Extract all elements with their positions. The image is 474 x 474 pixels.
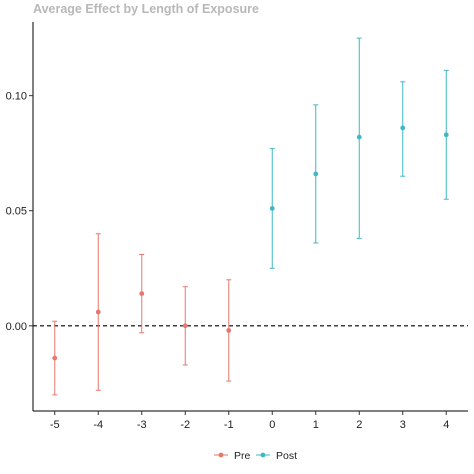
legend-pre-label: Pre: [234, 450, 251, 462]
x-tick-label: 1: [313, 419, 319, 431]
x-tick-label: 2: [356, 419, 362, 431]
x-tick-label: -2: [180, 419, 190, 431]
pre-point: [139, 291, 145, 297]
legend-pre-marker: [218, 452, 224, 458]
post-point: [356, 134, 362, 140]
pre-point: [182, 323, 188, 329]
post-point: [443, 132, 449, 138]
pre-point: [52, 355, 58, 361]
post-point: [313, 171, 319, 177]
post-point: [269, 206, 275, 211]
y-tick-label: 0.05: [6, 206, 27, 218]
chart-title: Average Effect by Length of Exposure: [33, 2, 259, 16]
y-tick-label: 0.00: [6, 321, 27, 333]
y-tick-label: 0.10: [6, 91, 27, 103]
x-tick-label: 0: [269, 419, 275, 431]
pre-point: [95, 309, 101, 315]
x-tick-label: -1: [224, 419, 234, 431]
legend-post-label: Post: [276, 450, 297, 462]
legend-post-marker: [260, 452, 266, 458]
x-tick-label: 4: [443, 419, 449, 431]
x-tick-label: -4: [93, 419, 103, 431]
x-tick-label: 3: [400, 419, 406, 431]
x-tick-label: -3: [137, 419, 147, 431]
x-tick-label: -5: [50, 419, 60, 431]
pre-point: [226, 328, 232, 333]
post-point: [400, 125, 406, 131]
